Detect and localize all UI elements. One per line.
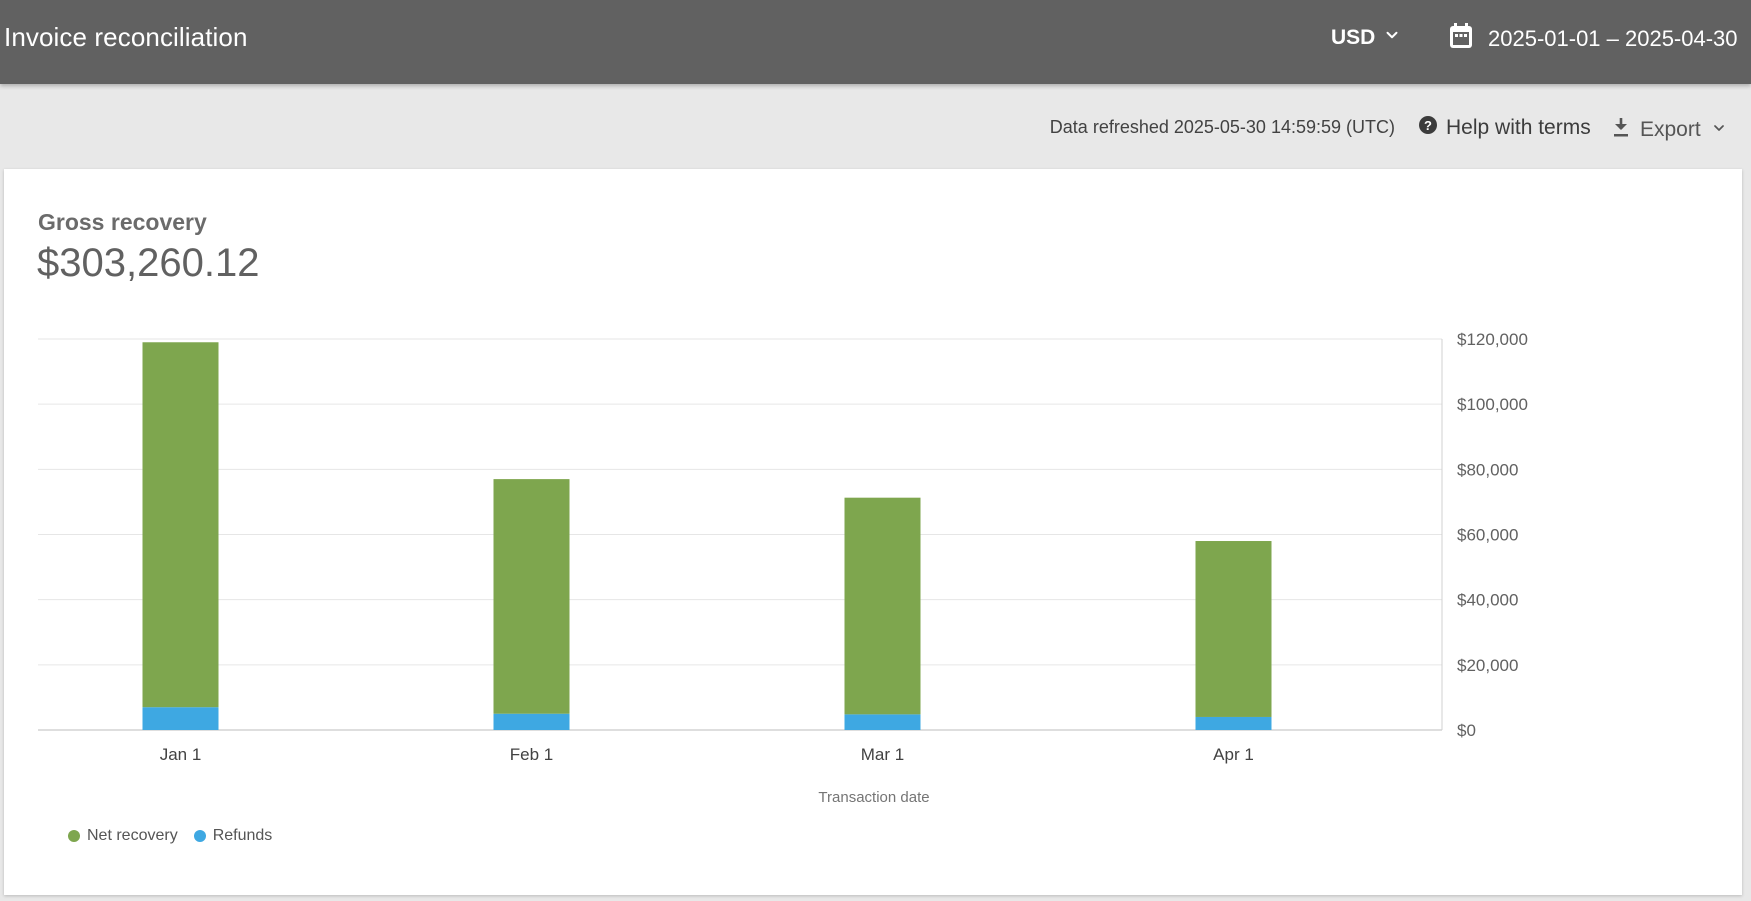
download-icon	[1612, 116, 1630, 144]
legend-item-net-recovery[interactable]: Net recovery	[68, 827, 178, 845]
x-tick-label: Apr 1	[1213, 745, 1254, 764]
currency-selector[interactable]: USD	[1331, 26, 1401, 50]
data-refreshed-text: Data refreshed 2025-05-30 14:59:59 (UTC)	[1049, 117, 1395, 137]
refunds-bar[interactable]	[1195, 716, 1272, 730]
export-button[interactable]: Export	[1612, 116, 1727, 144]
refunds-bar[interactable]	[844, 714, 921, 730]
chart-legend: Net recovery Refunds	[68, 827, 272, 845]
y-tick-label: $100,000	[1457, 395, 1528, 414]
date-range-value: 2025-01-01 – 2025-04-30	[1488, 26, 1738, 51]
help-label: Help with terms	[1446, 116, 1591, 139]
x-tick-label: Mar 1	[861, 745, 904, 764]
chevron-down-icon	[1383, 26, 1401, 50]
metric-label: Gross recovery	[38, 209, 207, 235]
legend-item-refunds[interactable]: Refunds	[193, 827, 273, 845]
legend-label: Refunds	[212, 827, 273, 844]
y-tick-label: $20,000	[1457, 656, 1518, 675]
date-range-picker[interactable]: 2025-01-01 – 2025-04-30	[1448, 22, 1738, 56]
x-axis-title: Transaction date	[818, 789, 930, 806]
net-recovery-bar[interactable]	[844, 497, 921, 715]
x-tick-label: Feb 1	[510, 745, 553, 764]
top-app-bar: Invoice reconciliation USD 2025-01-01 – …	[0, 0, 1751, 84]
currency-value: USD	[1331, 26, 1376, 49]
refunds-bar[interactable]	[142, 707, 219, 730]
stacked-bar-chart: $0 $20,000 $40,000 $60,000 $80,000 $100,000 $1…	[38, 330, 1528, 764]
x-tick-label: Jan 1	[160, 745, 202, 764]
svg-text:?: ?	[1424, 118, 1432, 133]
metric-value: $303,260.12	[37, 241, 260, 285]
legend-label: Net recovery	[87, 827, 178, 844]
export-label: Export	[1640, 118, 1701, 141]
gross-recovery-card: Gross recovery $303,260.12 $0 $20,000 $40,…	[4, 169, 1742, 895]
calendar-icon	[1448, 22, 1474, 56]
refunds-swatch	[193, 830, 206, 842]
help-icon: ?	[1418, 115, 1438, 141]
help-with-terms-button[interactable]: ? Help with terms	[1418, 115, 1591, 141]
y-tick-label: $120,000	[1457, 330, 1528, 349]
toolbar: Data refreshed 2025-05-30 14:59:59 (UTC)…	[0, 108, 1751, 152]
y-tick-label: $60,000	[1457, 526, 1518, 545]
y-tick-label: $40,000	[1457, 591, 1518, 610]
y-tick-label: $0	[1457, 721, 1476, 740]
net-recovery-bar[interactable]	[1195, 541, 1272, 717]
net-recovery-swatch	[68, 830, 80, 842]
refunds-bar[interactable]	[493, 713, 570, 730]
page-title: Invoice reconciliation	[4, 22, 248, 52]
net-recovery-bar[interactable]	[493, 479, 570, 714]
net-recovery-bar[interactable]	[142, 342, 219, 708]
y-tick-label: $80,000	[1457, 460, 1518, 479]
chevron-down-icon	[1711, 118, 1727, 142]
